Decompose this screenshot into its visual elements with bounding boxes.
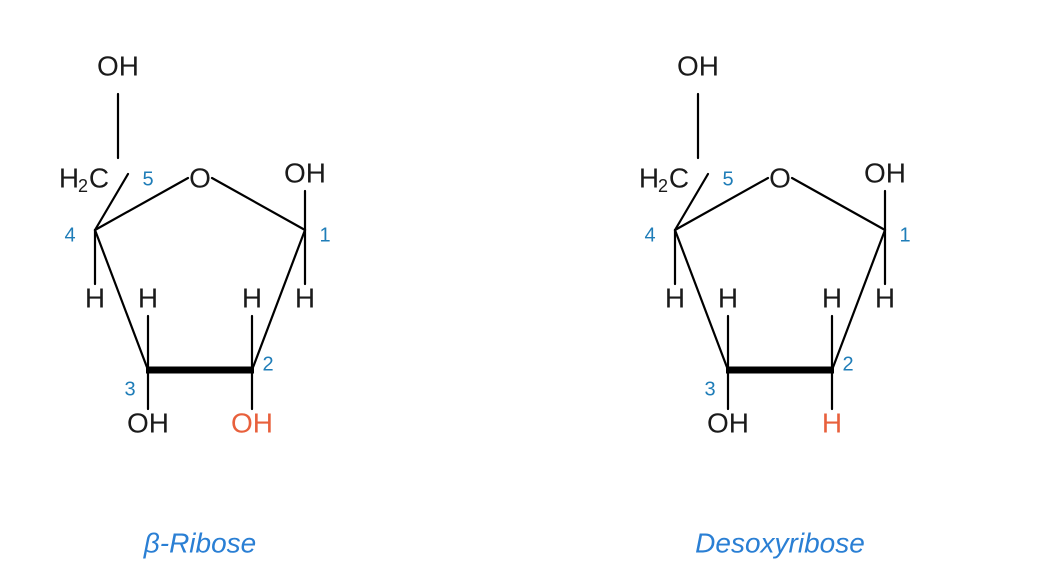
svg-text:H: H — [59, 162, 79, 193]
svg-text:O: O — [769, 162, 791, 193]
caption-ribose: β-Ribose — [143, 527, 256, 558]
carbon-number-1: 1 — [319, 224, 330, 246]
svg-text:OH: OH — [707, 407, 749, 438]
svg-text:2: 2 — [78, 176, 88, 196]
carbon-number-4: 4 — [644, 224, 655, 246]
molecule-deoxyribose: OOHHHHHOHHH2COH12345Desoxyribose — [639, 50, 911, 558]
svg-text:H: H — [822, 407, 842, 438]
svg-text:OH: OH — [677, 50, 719, 81]
svg-text:H: H — [138, 282, 158, 313]
svg-text:C: C — [89, 162, 109, 193]
svg-text:H: H — [875, 282, 895, 313]
svg-text:2: 2 — [658, 176, 668, 196]
carbon-number-2: 2 — [262, 353, 273, 375]
carbon-number-5: 5 — [722, 168, 733, 190]
svg-text:OH: OH — [864, 157, 906, 188]
svg-text:H: H — [718, 282, 738, 313]
molecule-diagram: OOHHHOHHOHHH2COH12345β-RiboseOOHHHHHOHHH… — [0, 0, 1047, 588]
molecule-ribose: OOHHHOHHOHHH2COH12345β-Ribose — [59, 50, 331, 558]
svg-text:H: H — [665, 282, 685, 313]
svg-text:H: H — [295, 282, 315, 313]
svg-text:H: H — [639, 162, 659, 193]
caption-deoxyribose: Desoxyribose — [695, 527, 865, 558]
label-h2c: H2C — [59, 162, 109, 195]
carbon-number-3: 3 — [124, 378, 135, 400]
carbon-number-4: 4 — [64, 224, 75, 246]
carbon-number-2: 2 — [842, 353, 853, 375]
svg-text:C: C — [669, 162, 689, 193]
svg-text:O: O — [189, 162, 211, 193]
svg-text:OH: OH — [284, 157, 326, 188]
svg-text:H: H — [822, 282, 842, 313]
carbon-number-1: 1 — [899, 224, 910, 246]
label-h2c: H2C — [639, 162, 689, 195]
svg-text:OH: OH — [97, 50, 139, 81]
svg-text:OH: OH — [127, 407, 169, 438]
svg-text:H: H — [242, 282, 262, 313]
carbon-number-3: 3 — [704, 378, 715, 400]
carbon-number-5: 5 — [142, 168, 153, 190]
svg-text:OH: OH — [231, 407, 273, 438]
svg-text:H: H — [85, 282, 105, 313]
